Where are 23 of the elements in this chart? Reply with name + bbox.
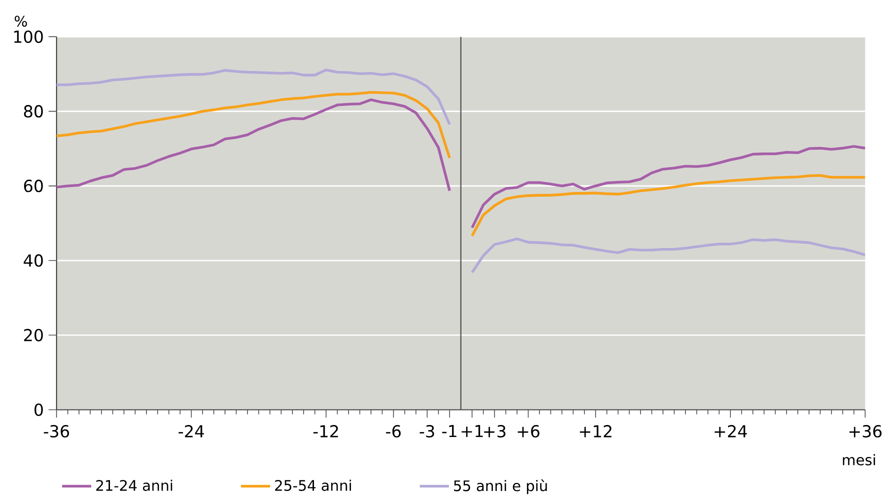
y-tick-label: 100 — [14, 30, 43, 43]
x-tick-label: -12 — [313, 424, 338, 438]
x-tick-label: +12 — [580, 424, 612, 438]
y-tick-label: 60 — [24, 180, 43, 192]
y-tick-label: 20 — [24, 328, 43, 342]
y-axis-title: % — [14, 16, 27, 27]
x-tick-label: +36 — [849, 424, 882, 438]
y-tick-label: 80 — [24, 105, 43, 118]
x-tick-label: -1 — [442, 425, 456, 438]
legend-label: 25-54 anni — [275, 480, 351, 491]
x-tick-label: -24 — [178, 424, 204, 438]
legend-label: 21-24 anni — [96, 480, 172, 491]
x-axis-title: mesi — [842, 454, 875, 466]
y-tick-label: 0 — [34, 403, 43, 416]
x-tick-label: +1 — [462, 425, 483, 438]
legend-label: 55 anni e più — [454, 479, 547, 494]
x-tick-label: +6 — [518, 424, 540, 438]
x-tick-label: -36 — [44, 424, 70, 438]
x-tick-label: +3 — [484, 424, 506, 438]
x-tick-label: +24 — [714, 424, 747, 438]
x-tick-label: -3 — [420, 424, 434, 438]
x-tick-label: -6 — [386, 424, 401, 438]
y-tick-label: 40 — [24, 254, 43, 267]
